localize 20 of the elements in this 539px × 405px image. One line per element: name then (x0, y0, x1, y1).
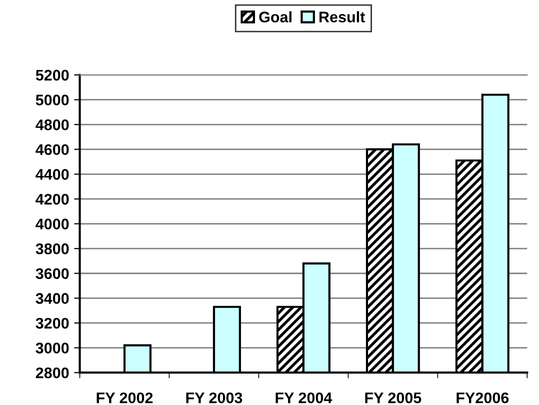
y-tick-label: 4400 (36, 169, 69, 180)
x-tick-label: FY 2002 (96, 392, 153, 404)
y-tick-label: 4800 (36, 119, 69, 130)
y-tick-label: 2800 (36, 367, 69, 378)
y-tick-label: 4200 (36, 194, 69, 205)
y-tick-label: 3600 (36, 268, 69, 280)
y-tick-label: 4600 (36, 144, 69, 156)
legend-label: Result (320, 11, 365, 22)
y-tick-label: 5200 (36, 70, 69, 81)
x-tick-label: FY2006 (456, 392, 509, 404)
y-tick-label: 3000 (36, 342, 69, 354)
x-tick-label: FY 2005 (365, 392, 422, 404)
x-tick-label: FY 2003 (186, 392, 242, 404)
y-tick-label: 3200 (36, 318, 69, 329)
y-tick-label: 4000 (36, 218, 69, 230)
y-tick-label: 3400 (36, 293, 69, 304)
legend-label: Goal (259, 11, 292, 22)
y-tick-label: 3800 (36, 243, 69, 254)
y-tick-label: 5000 (36, 94, 69, 106)
x-tick-label: FY 2004 (276, 392, 332, 404)
